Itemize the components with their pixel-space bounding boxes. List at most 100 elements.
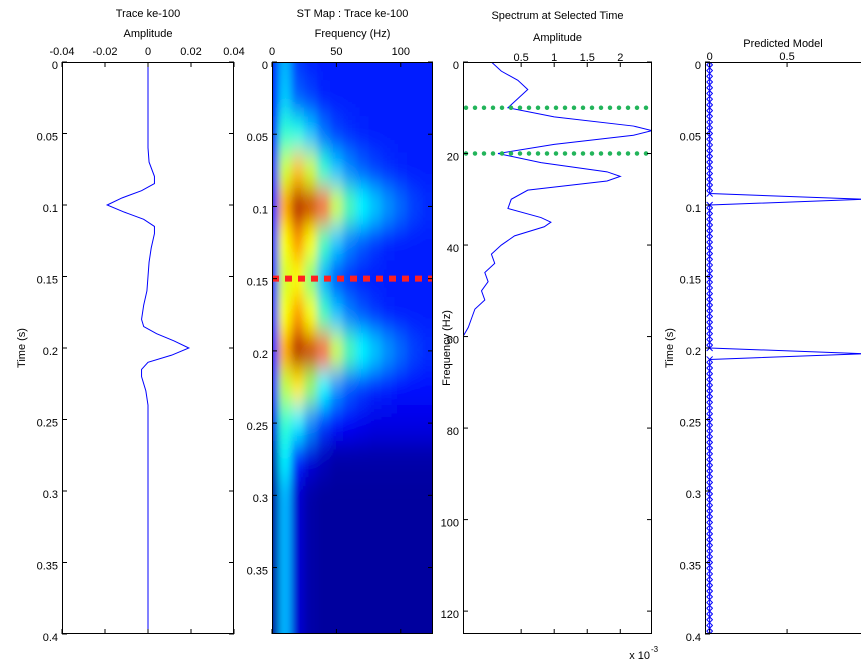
heatmap-cell (407, 224, 421, 262)
data-marker (706, 293, 713, 300)
heatmap-cell (317, 477, 331, 514)
heatmap-cell (355, 296, 370, 334)
heatmap-cell (368, 80, 382, 117)
heatmap-cell (329, 513, 344, 550)
heatmap-cell (304, 405, 318, 442)
heatmap-cell (355, 332, 370, 370)
heatmap-cell (342, 585, 357, 634)
data-marker (706, 550, 713, 558)
heatmap-cell (368, 477, 382, 514)
heatmap-cell (304, 477, 318, 514)
heatmap-cell (394, 116, 408, 153)
heatmap-cell (291, 368, 305, 406)
data-marker (706, 327, 713, 335)
data-marker (706, 230, 713, 237)
heatmap-cell (342, 188, 357, 225)
heatmap-cell (329, 332, 344, 370)
heatmap-cell (329, 80, 344, 117)
heatmap-cell (407, 513, 421, 550)
plot-area (272, 62, 433, 634)
heatmap-cell (342, 477, 357, 514)
y-tick-label: 0.4 (686, 632, 701, 644)
heatmap-cell (420, 513, 433, 550)
data-marker (706, 62, 713, 66)
data-marker (706, 493, 713, 501)
heatmap-cell (394, 368, 408, 406)
x-tick-label: 1 (551, 52, 557, 64)
heatmap-cell (420, 116, 433, 153)
x-tick-label: 50 (330, 46, 342, 58)
heatmap-cell (272, 513, 279, 550)
heatmap-cell (278, 296, 292, 334)
data-marker (706, 533, 713, 541)
heatmap-cell (342, 405, 357, 442)
heatmap-cell (278, 224, 292, 262)
y-tick-label: 0.3 (43, 489, 58, 501)
data-marker (706, 241, 713, 249)
heatmap-cell (329, 585, 344, 634)
y-tick-label: 0.15 (680, 274, 701, 286)
data-marker (706, 413, 713, 420)
heatmap-cell (317, 80, 331, 117)
heatmap-cell (304, 260, 318, 298)
data-marker (706, 178, 713, 186)
data-marker (706, 190, 713, 197)
x-axis-label: Frequency (Hz) (315, 28, 391, 40)
heatmap-cell (317, 224, 331, 262)
data-marker (706, 338, 713, 346)
heatmap-cell (381, 513, 395, 550)
heatmap-cell (317, 332, 331, 370)
y-tick-label: 0.4 (43, 632, 58, 644)
x-tick-label: 0.02 (180, 46, 201, 58)
heatmap-cell (304, 188, 318, 225)
heatmap-cell (272, 224, 279, 262)
heatmap-cell (420, 549, 433, 587)
heatmap-cell (407, 80, 421, 117)
heatmap-cell (394, 441, 408, 478)
heatmap-cell (329, 224, 344, 262)
heatmap-cell (381, 585, 395, 634)
heatmap-cell (407, 477, 421, 514)
heatmap-cell (291, 549, 305, 587)
x-axis-label: Amplitude (124, 28, 173, 40)
heatmap-cell (304, 116, 318, 153)
heatmap-cell (394, 332, 408, 370)
data-marker (706, 70, 713, 77)
data-marker (706, 127, 713, 134)
heatmap-cell (407, 405, 421, 442)
data-marker (706, 247, 713, 255)
x-tick-label: 0.04 (223, 46, 244, 58)
heatmap-cell (342, 260, 357, 298)
heatmap-cell (368, 368, 382, 406)
data-marker (706, 419, 713, 426)
heatmap-cell (381, 332, 395, 370)
data-marker (706, 173, 713, 180)
data-marker (706, 276, 713, 283)
data-marker (706, 562, 713, 569)
data-marker (706, 407, 713, 415)
y-tick-label: 60 (447, 334, 459, 346)
data-marker (706, 218, 713, 226)
data-marker (706, 447, 713, 455)
data-marker (706, 584, 713, 592)
data-marker (706, 470, 713, 478)
y-tick-label: 0 (695, 60, 701, 72)
heatmap-cell (394, 62, 408, 81)
heatmap-cell (381, 152, 395, 189)
plot-area (105, 62, 191, 634)
heatmap-cell (420, 368, 433, 406)
heatmap-cell (317, 513, 331, 550)
data-marker (706, 361, 713, 369)
heatmap-cell (304, 152, 318, 189)
heatmap-cell (329, 477, 344, 514)
y-tick-label: 0.1 (43, 203, 58, 215)
heatmap-cell (381, 296, 395, 334)
heatmap-cell (394, 585, 408, 634)
data-marker (706, 630, 713, 634)
y-tick-label: 0.1 (253, 204, 268, 216)
data-marker (706, 75, 713, 83)
y-tick-label: 0.35 (680, 560, 701, 572)
data-marker (706, 573, 713, 581)
